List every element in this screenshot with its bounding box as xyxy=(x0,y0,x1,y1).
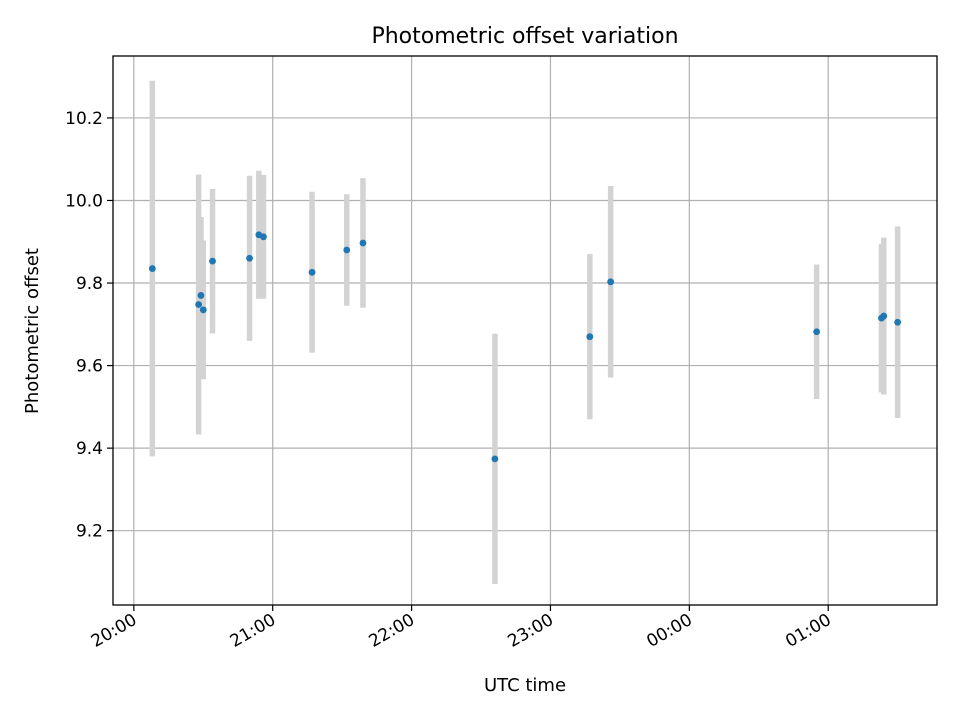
plot-area-frame xyxy=(112,55,938,606)
data-point xyxy=(199,306,207,314)
data-point xyxy=(880,312,888,320)
data-point xyxy=(607,278,615,286)
data-point xyxy=(195,301,203,308)
data-point xyxy=(246,254,253,262)
y-axis-label: Photometric offset xyxy=(22,248,43,414)
grid xyxy=(113,56,937,605)
data-point xyxy=(308,268,316,276)
y-tick-label: 9.2 xyxy=(76,522,103,542)
y-tick-label: 9.8 xyxy=(76,274,103,294)
data-point xyxy=(586,333,594,341)
data-point xyxy=(148,265,156,272)
data-point xyxy=(813,328,821,336)
y-tick-label: 10.2 xyxy=(65,109,103,129)
data-point xyxy=(894,318,902,326)
data-point xyxy=(209,257,216,265)
data-point xyxy=(343,246,351,254)
data-point xyxy=(359,239,367,247)
y-tick-label: 9.4 xyxy=(76,439,103,459)
data-point xyxy=(197,292,205,299)
y-tick-label: 10.0 xyxy=(65,191,103,211)
data-points xyxy=(148,231,902,463)
data-point xyxy=(260,233,267,241)
data-point xyxy=(491,455,499,463)
y-tick-label: 9.6 xyxy=(76,357,103,377)
chart-title: Photometric offset variation xyxy=(371,24,678,49)
x-axis-label: UTC time xyxy=(484,675,566,696)
y-axis-ticks: 9.2 9.4 9.6 9.8 10.0 10.2 xyxy=(65,109,113,542)
